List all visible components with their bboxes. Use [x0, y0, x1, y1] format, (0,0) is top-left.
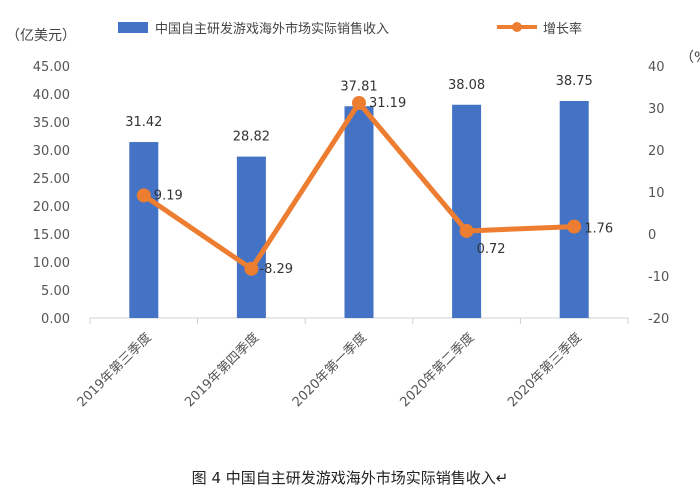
bar-data-label: 38.75 — [556, 74, 593, 89]
bar-data-label: 28.82 — [233, 130, 270, 145]
line-data-label: 9.19 — [154, 188, 183, 203]
category-label: 2019年第三季度 — [74, 330, 155, 411]
plot-area: 0.00 5.00 10.00 15.00 20.00 25.00 30.00 35.00 40… — [33, 60, 669, 410]
combo-chart: 中国自主研发游戏海外市场实际销售收入 增长率 （亿美元） （%） 0.00 5.0… — [6, 21, 700, 410]
bar — [344, 106, 374, 318]
legend-bar-label: 中国自主研发游戏海外市场实际销售收入 — [155, 21, 389, 37]
line-data-label: 31.19 — [369, 96, 406, 111]
y-left-tick-label: 15.00 — [33, 228, 70, 243]
legend-bar-swatch — [118, 22, 148, 33]
y-right-tick-label: 10 — [648, 186, 665, 201]
bar — [236, 156, 266, 318]
growth-point — [459, 223, 474, 238]
bar — [559, 101, 589, 318]
y-left-tick-label: 40.00 — [33, 88, 70, 103]
bar — [452, 104, 482, 318]
bar-data-label: 31.42 — [125, 115, 162, 130]
y-left-label: （亿美元） — [6, 28, 76, 44]
y-left-tick-label: 5.00 — [41, 284, 70, 299]
legend-line-marker — [512, 22, 522, 32]
bar-data-label: 38.08 — [448, 78, 485, 93]
bar — [129, 142, 159, 318]
growth-point — [136, 188, 151, 203]
category-label: 2020年第一季度 — [289, 330, 370, 411]
y-right-label: （%） — [680, 50, 700, 66]
y-left-tick-label: 0.00 — [41, 312, 70, 327]
y-right-tick-label: -20 — [648, 312, 669, 327]
y-left-tick-label: 30.00 — [33, 144, 70, 159]
line-data-label: 0.72 — [477, 242, 506, 257]
category-label: 2020年第三季度 — [504, 330, 585, 411]
growth-point — [567, 219, 582, 234]
y-left-tick-label: 25.00 — [33, 172, 70, 187]
y-left-tick-label: 45.00 — [33, 60, 70, 75]
y-left-tick-label: 35.00 — [33, 116, 70, 131]
y-right-tick-label: 0 — [648, 228, 656, 243]
category-label: 2019年第四季度 — [182, 330, 263, 411]
growth-point — [352, 96, 366, 111]
y-left-tick-label: 20.00 — [33, 200, 70, 215]
legend-line-label: 增长率 — [543, 21, 582, 37]
growth-point — [244, 261, 259, 276]
legend: 中国自主研发游戏海外市场实际销售收入 增长率 — [118, 21, 582, 37]
y-left-tick-label: 10.00 — [33, 256, 70, 271]
y-right-tick-label: 30 — [648, 102, 665, 117]
y-right-tick-label: 20 — [648, 144, 665, 159]
y-right-tick-label: -10 — [648, 270, 669, 285]
category-label: 2020年第二季度 — [397, 330, 478, 411]
bar-data-label: 37.81 — [340, 79, 377, 94]
line-data-label: -8.29 — [259, 262, 293, 277]
line-data-label: 1.76 — [584, 222, 613, 237]
figure-caption: 图 4 中国自主研发游戏海外市场实际销售收入↵ — [191, 469, 509, 487]
y-right-tick-label: 40 — [648, 60, 665, 75]
